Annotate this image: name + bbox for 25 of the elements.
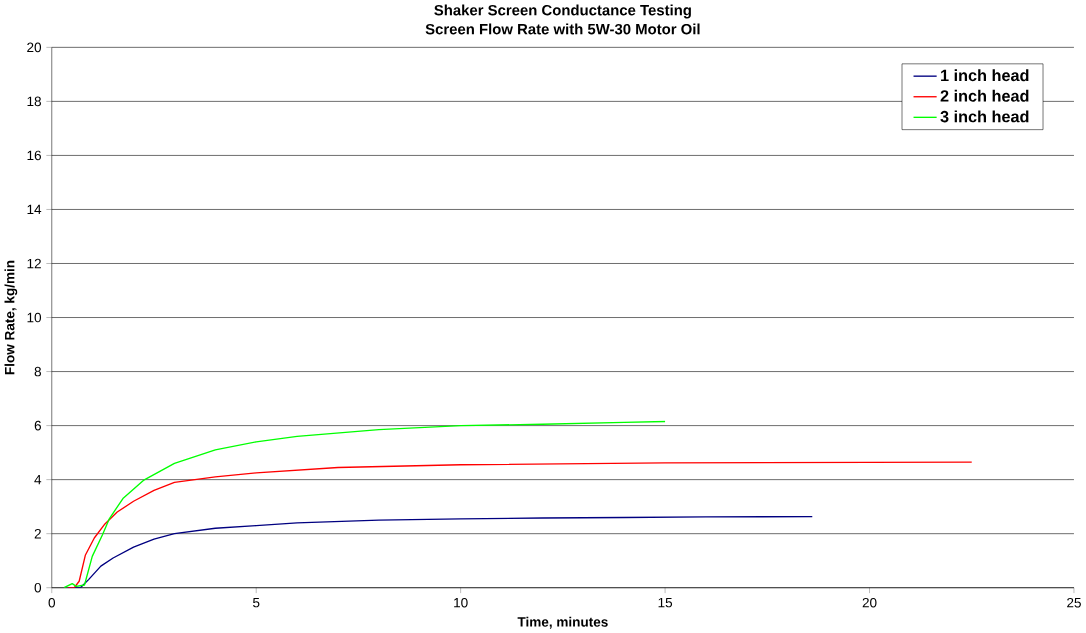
x-tick-label: 15 — [658, 597, 673, 608]
x-tick-label: 25 — [1067, 597, 1081, 608]
x-tick-label: 5 — [253, 597, 260, 608]
y-tick-label: 8 — [34, 366, 41, 377]
y-tick-label: 18 — [27, 96, 41, 107]
y-tick-label: 20 — [27, 42, 42, 53]
y-tick-label: 0 — [34, 582, 42, 593]
legend-label: 1 inch head — [941, 69, 1029, 82]
y-tick-label: 16 — [27, 150, 41, 161]
y-tick-label: 14 — [27, 204, 42, 215]
x-tick-label: 0 — [48, 597, 56, 608]
x-tick-label: 10 — [454, 597, 468, 608]
y-tick-label: 12 — [27, 258, 41, 269]
x-axis-title: Time, minutes — [517, 616, 608, 629]
legend-label: 3 inch head — [940, 110, 1029, 123]
chart-subtitle: Screen Flow Rate with 5W-30 Motor Oil — [425, 23, 700, 35]
x-tick-label: 20 — [862, 597, 877, 608]
y-axis-title: Flow Rate, kg/min — [4, 260, 18, 375]
chart-title: Shaker Screen Conductance Testing — [434, 4, 691, 19]
y-tick-label: 10 — [27, 312, 42, 323]
line-series — [63, 420, 666, 588]
y-tick-label: 2 — [34, 528, 41, 539]
y-tick-label: 6 — [34, 420, 41, 431]
y-tick-label: 4 — [34, 474, 42, 485]
legend-label: 2 inch head — [940, 89, 1029, 102]
